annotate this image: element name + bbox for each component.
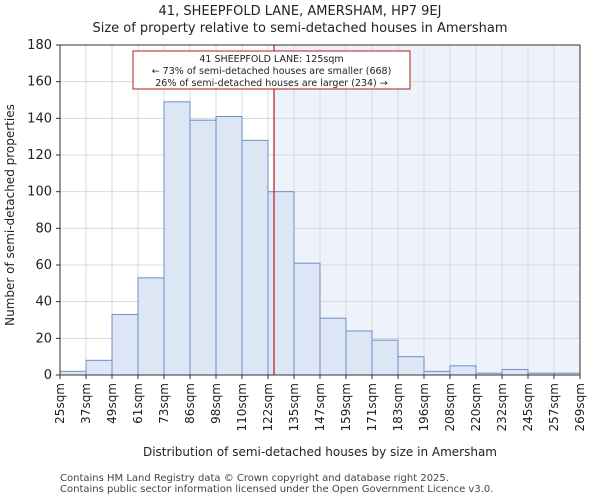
- bar-37sqm: [85, 359, 113, 376]
- y-tick-label-160: 160: [27, 75, 52, 90]
- x-tick-label-147sqm: 147sqm: [313, 383, 327, 431]
- bar-122sqm: [267, 191, 295, 376]
- x-tick-label-171sqm: 171sqm: [365, 383, 379, 431]
- y-tick-label-40: 40: [35, 295, 52, 310]
- bar-135sqm: [293, 262, 321, 376]
- bar-159sqm: [345, 330, 373, 376]
- x-tick-label-232sqm: 232sqm: [495, 383, 509, 431]
- bar-196sqm: [423, 370, 451, 376]
- bar-25sqm: [59, 370, 87, 376]
- x-tick-label-208sqm: 208sqm: [443, 383, 457, 431]
- x-tick-label-257sqm: 257sqm: [547, 383, 561, 431]
- x-tick-label-269sqm: 269sqm: [573, 383, 587, 431]
- annotation-line-3: 26% of semi-detached houses are larger (…: [155, 78, 388, 89]
- x-axis-label: Distribution of semi-detached houses by …: [142, 445, 497, 459]
- y-tick-label-120: 120: [27, 148, 52, 163]
- x-tick-labels: 25sqm 37sqm 49sqm 61sqm 73sqm 86sqm 98sqm 110sq…: [53, 375, 587, 431]
- x-tick-label-86sqm: 86sqm: [183, 383, 197, 424]
- x-tick-label-159sqm: 159sqm: [339, 383, 353, 431]
- bar-171sqm: [371, 339, 399, 376]
- bar-49sqm: [111, 314, 139, 376]
- chart-title: 41, SHEEPFOLD LANE, AMERSHAM, HP7 9EJ: [158, 4, 442, 19]
- y-axis-label: Number of semi-detached properties: [3, 104, 17, 326]
- x-tick-label-37sqm: 37sqm: [79, 383, 93, 424]
- x-tick-label-25sqm: 25sqm: [53, 383, 67, 424]
- annotation-line-2: ← 73% of semi-detached houses are smalle…: [152, 66, 392, 77]
- bar-61sqm: [137, 277, 165, 376]
- bar-208sqm: [449, 365, 477, 376]
- bar-147sqm: [319, 317, 347, 376]
- x-tick-label-196sqm: 196sqm: [417, 383, 431, 431]
- bar-98sqm: [215, 116, 243, 376]
- bar-110sqm: [241, 139, 269, 376]
- annotation-box: [132, 50, 411, 90]
- x-tick-label-135sqm: 135sqm: [287, 383, 301, 431]
- bar-183sqm: [397, 356, 425, 376]
- y-tick-label-80: 80: [35, 221, 52, 236]
- footer-licence: Contains public sector information licen…: [60, 484, 494, 495]
- x-tick-label-220sqm: 220sqm: [469, 383, 483, 431]
- y-tick-label-60: 60: [35, 258, 52, 273]
- x-tick-label-49sqm: 49sqm: [105, 383, 119, 424]
- bar-232sqm: [501, 369, 529, 376]
- x-tick-label-122sqm: 122sqm: [261, 383, 275, 431]
- x-tick-label-245sqm: 245sqm: [521, 383, 535, 431]
- annotation-group: 41 SHEEPFOLD LANE: 125sqm← 73% of semi-d…: [132, 50, 411, 90]
- y-tick-label-100: 100: [27, 185, 52, 200]
- y-tick-label-180: 180: [27, 38, 52, 53]
- bars: [59, 101, 581, 376]
- x-tick-label-73sqm: 73sqm: [157, 383, 171, 424]
- bar-86sqm: [189, 119, 217, 376]
- y-tick-label-20: 20: [35, 331, 52, 346]
- chart-subtitle: Size of property relative to semi-detach…: [92, 21, 508, 36]
- y-tick-label-140: 140: [27, 111, 52, 126]
- y-tick-labels: 0 20 40 60 80 100 120 140 160 180: [27, 38, 60, 383]
- x-tick-label-61sqm: 61sqm: [131, 383, 145, 424]
- x-tick-label-98sqm: 98sqm: [209, 383, 223, 424]
- annotation-line-1: 41 SHEEPFOLD LANE: 125sqm: [199, 54, 343, 65]
- x-tick-label-183sqm: 183sqm: [391, 383, 405, 431]
- x-tick-label-110sqm: 110sqm: [235, 383, 249, 431]
- bar-73sqm: [163, 101, 191, 376]
- footer-copyright: Contains HM Land Registry data © Crown c…: [60, 473, 449, 484]
- y-tick-label-0: 0: [44, 368, 52, 383]
